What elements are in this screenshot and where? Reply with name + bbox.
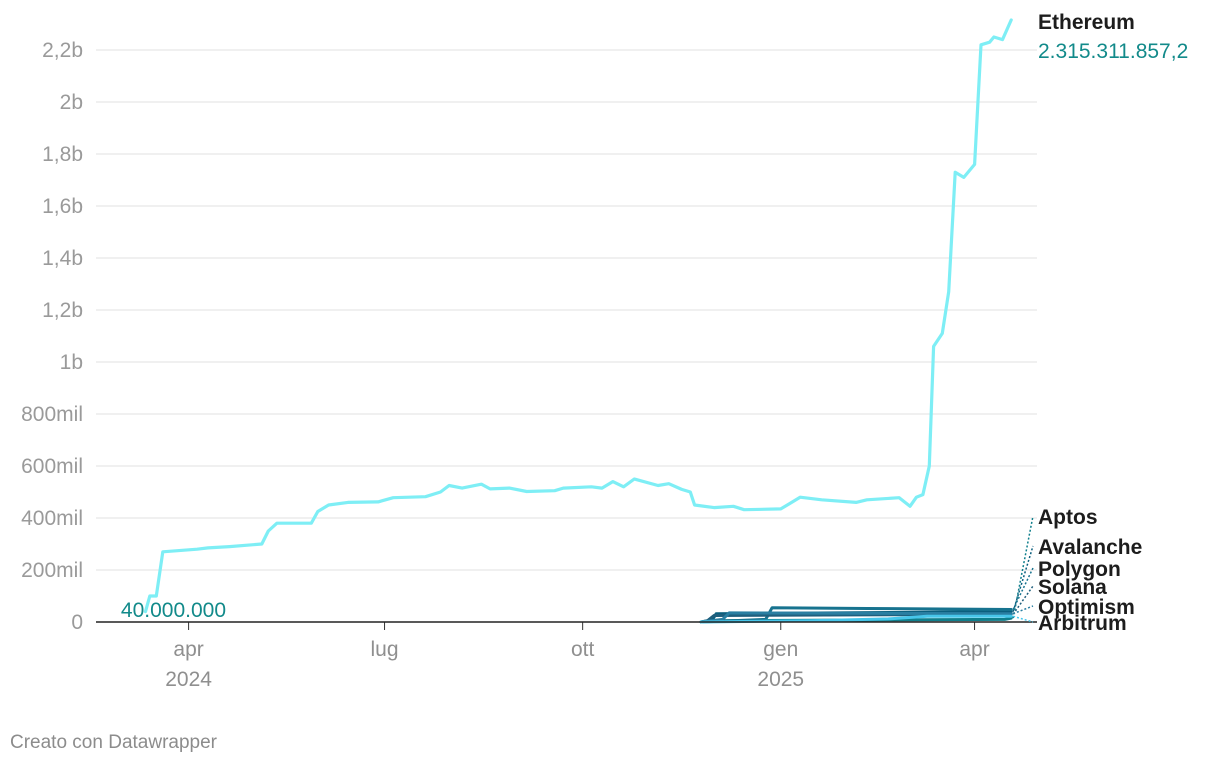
leader-line-arbitrum [1012,615,1034,623]
x-tick-label: lug [371,638,399,661]
y-tick-label: 0 [71,611,83,634]
series-line-arbitrum [699,614,1013,624]
leader-line-avalanche [1012,545,1034,612]
series-label-polygon: Polygon [1038,558,1121,581]
datawrapper-credit: Creato con Datawrapper [10,732,217,753]
series-label-ethereum: Ethereum [1038,11,1135,34]
leader-line-solana [1012,585,1034,615]
series-label-solana: Solana [1038,576,1107,599]
y-tick-label: 600mil [21,455,83,478]
y-tick-label: 400mil [21,507,83,530]
series-label-avalanche: Avalanche [1038,536,1142,559]
x-tick-year-label: 2025 [757,668,804,691]
series-label-aptos: Aptos [1038,506,1098,529]
series-end-value-ethereum: 2.315.311.857,2 [1038,40,1188,63]
start-value-annotation: 40.000.000 [121,599,226,622]
x-tick-label: gen [763,638,798,661]
y-tick-label: 1,6b [42,195,83,218]
y-tick-label: 2b [60,91,83,114]
y-tick-label: 1b [60,351,83,374]
label-leader-lines [1012,515,1034,623]
y-tick-label: 1,4b [42,247,83,270]
y-tick-label: 200mil [21,559,83,582]
y-tick-label: 800mil [21,403,83,426]
series-label-arbitrum: Arbitrum [1038,612,1127,635]
series-lines [143,18,1013,624]
y-tick-label: 1,8b [42,143,83,166]
x-tick-label: apr [173,638,203,661]
series-end-labels: Ethereum 2.315.311.857,2 Aptos AvalanchePol… [1038,11,1188,635]
y-tick-label: 2,2b [42,39,83,62]
x-axis-tick-labels: apr 2024 lug ott gen 2025 apr [165,622,990,691]
x-tick-label: apr [959,638,989,661]
x-tick-label: ott [571,638,595,661]
series-line-ethereum [143,18,1013,614]
y-tick-label: 1,2b [42,299,83,322]
leader-line-optimism [1012,605,1034,615]
y-gridlines [96,49,1037,571]
series-label-optimism: Optimism [1038,596,1135,619]
y-axis-tick-labels: 0 200mil 400mil 600mil 800mil 1b 1,2b 1,4b 1,6b 1… [21,39,83,634]
x-tick-year-label: 2024 [165,668,212,691]
